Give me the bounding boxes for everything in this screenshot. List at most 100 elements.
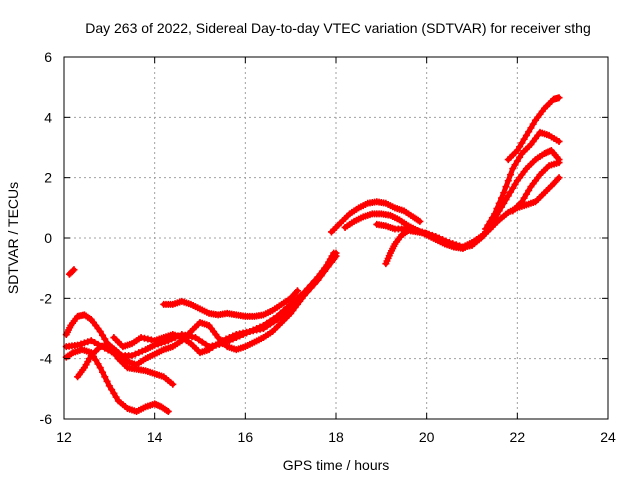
data-point-marker xyxy=(314,276,322,284)
data-point-marker xyxy=(525,128,533,136)
data-point-marker xyxy=(307,284,315,292)
data-point-marker xyxy=(525,186,533,194)
data-point-marker xyxy=(297,295,305,303)
data-point-marker xyxy=(513,157,521,165)
data-point-marker xyxy=(169,380,177,388)
data-point-marker xyxy=(502,196,510,204)
data-point-marker xyxy=(522,190,530,198)
x-tick-label: 22 xyxy=(510,429,526,445)
y-tick-label: 2 xyxy=(44,170,52,186)
data-point-marker xyxy=(131,350,139,358)
data-point-marker xyxy=(101,373,109,381)
data-point-marker xyxy=(504,192,512,200)
data-point-marker xyxy=(428,231,436,239)
data-point-marker xyxy=(324,263,332,271)
data-point-marker xyxy=(491,210,499,218)
series-arc-8 xyxy=(327,198,424,236)
data-point-marker xyxy=(332,249,340,257)
data-point-marker xyxy=(92,356,100,364)
data-point-marker xyxy=(77,340,85,348)
data-point-marker xyxy=(418,228,426,236)
data-point-marker xyxy=(486,217,494,225)
data-point-marker xyxy=(112,393,120,401)
data-point-marker xyxy=(522,131,530,139)
data-point-marker xyxy=(229,332,237,340)
data-point-marker xyxy=(416,217,424,225)
data-point-marker xyxy=(507,171,515,179)
data-point-marker xyxy=(94,360,102,368)
data-point-marker xyxy=(300,291,308,299)
data-point-marker xyxy=(225,334,233,342)
data-point-marker xyxy=(520,194,528,202)
data-point-marker xyxy=(555,174,563,182)
data-point-marker xyxy=(99,331,107,339)
data-point-marker xyxy=(518,139,526,147)
data-point-marker xyxy=(449,240,457,248)
data-point-marker xyxy=(293,299,301,307)
data-point-marker xyxy=(310,280,318,288)
data-point-marker xyxy=(555,137,563,145)
series-arc-11 xyxy=(373,147,563,251)
y-tick-label: -2 xyxy=(40,290,53,306)
data-point-marker xyxy=(69,267,77,275)
data-point-marker xyxy=(445,239,453,247)
data-series xyxy=(62,94,563,415)
data-point-marker xyxy=(452,241,460,249)
data-point-marker xyxy=(74,341,82,349)
data-point-marker xyxy=(317,272,325,280)
data-point-marker xyxy=(435,234,443,242)
data-point-marker xyxy=(482,225,490,233)
data-point-marker xyxy=(287,306,295,314)
data-point-marker xyxy=(96,328,104,336)
data-point-marker xyxy=(110,389,118,397)
chart-title: Day 263 of 2022, Sidereal Day-to-day VTE… xyxy=(85,20,591,36)
data-point-marker xyxy=(108,386,116,394)
x-axis-title: GPS time / hours xyxy=(283,457,390,473)
x-tick-label: 14 xyxy=(147,429,163,445)
data-point-marker xyxy=(513,147,521,155)
data-point-marker xyxy=(520,135,528,143)
data-point-marker xyxy=(509,184,517,192)
data-point-marker xyxy=(432,232,440,240)
data-point-marker xyxy=(484,221,492,229)
data-point-marker xyxy=(425,230,433,238)
data-point-marker xyxy=(516,143,524,151)
data-point-marker xyxy=(101,335,109,343)
series-arc-13 xyxy=(509,159,563,215)
series-arc-7 xyxy=(160,287,301,320)
x-tick-label: 16 xyxy=(238,429,254,445)
data-point-marker xyxy=(495,199,503,207)
data-point-marker xyxy=(439,236,447,244)
data-point-marker xyxy=(103,377,111,385)
data-point-marker xyxy=(222,335,230,343)
data-point-marker xyxy=(80,339,88,347)
y-tick-label: 4 xyxy=(44,109,52,125)
data-point-marker xyxy=(442,237,450,245)
data-point-marker xyxy=(554,175,562,183)
grid-lines xyxy=(64,57,608,419)
y-axis-title: SDTVAR / TECUs xyxy=(5,182,21,294)
x-tick-label: 18 xyxy=(328,429,344,445)
data-point-marker xyxy=(422,229,430,237)
y-tick-label: 0 xyxy=(44,230,52,246)
data-point-marker xyxy=(504,177,512,185)
data-point-marker xyxy=(507,188,515,196)
series-arc-1 xyxy=(65,266,78,278)
series-arc-10 xyxy=(382,174,563,268)
series-arc-12 xyxy=(482,128,563,233)
data-point-marker xyxy=(96,364,104,372)
data-point-marker xyxy=(555,159,563,167)
data-point-marker xyxy=(219,337,227,345)
data-point-marker xyxy=(509,165,517,173)
series-arc-14 xyxy=(504,94,563,164)
data-point-marker xyxy=(304,288,312,296)
data-point-marker xyxy=(516,153,524,161)
data-point-marker xyxy=(164,407,172,415)
data-point-marker xyxy=(99,368,107,376)
x-tick-label: 12 xyxy=(56,429,72,445)
data-point-marker xyxy=(290,303,298,311)
data-point-marker xyxy=(511,161,519,169)
y-tick-label: -6 xyxy=(40,411,53,427)
